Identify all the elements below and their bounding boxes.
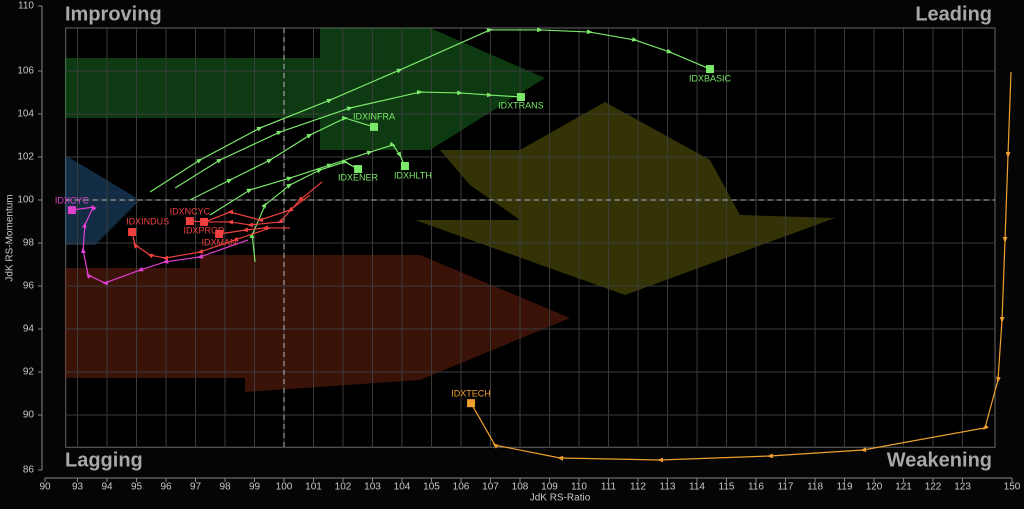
quadrant-label: Improving [65,3,162,25]
y-tick-label: 106 [17,66,34,77]
series-label: IDXBASIC [689,73,732,83]
series-label: IDXTECH [451,389,491,399]
x-tick-label: 118 [807,482,823,493]
x-tick-label: 115 [719,482,735,493]
series-label: IDXINDUS [126,216,169,226]
x-tick-label: 106 [453,482,470,493]
head-marker [128,228,137,237]
x-tick-label: 98 [219,482,231,493]
trail [470,72,1012,463]
x-tick-label: 121 [895,482,912,493]
y-tick-label: 92 [23,367,35,378]
x-tick-label: 116 [748,482,764,493]
x-tick-label: 93 [72,482,84,493]
y-tick-label: 102 [17,152,34,163]
x-tick-label: 104 [394,482,411,493]
x-tick-label: 117 [778,482,794,493]
weakening-arrow [65,255,570,392]
x-tick-label: 97 [190,482,202,493]
trail [131,227,271,261]
series-label: IDXCYC [55,195,90,205]
x-tick-label: 101 [305,482,322,493]
y-tick-label: 104 [17,109,34,120]
series-label: IDXMAN [202,237,237,247]
x-tick-label: 105 [423,482,440,493]
x-tick-label: 99 [249,482,261,493]
trail [204,181,323,228]
x-tick-label: 112 [630,482,646,493]
head-marker [516,93,525,102]
head-marker [215,229,224,238]
y-tick-label: 98 [23,238,35,249]
y-tick-label: 86 [23,465,35,476]
x-tick-label: 123 [954,482,971,493]
series-label: IDXTRANS [498,100,544,110]
trail [219,225,290,235]
series-label: IDXINFRA [353,111,395,121]
y-axis-title: JdK RS-Momentum [5,194,16,281]
head-marker [706,65,715,74]
y-tick-label: 96 [23,281,35,292]
y-tick-label: 100 [17,195,34,206]
x-tick-label: 109 [541,482,558,493]
x-tick-label: 119 [837,482,853,493]
series-label: IDXHLTH [394,170,432,180]
y-tick-label: 94 [23,324,35,335]
x-tick-label: 120 [866,482,883,493]
quadrant-label: Lagging [65,449,143,471]
x-tick-label: 114 [689,482,705,493]
series-label: IDXNCYC [170,206,211,216]
x-tick-label: 90 [39,482,51,493]
x-tick-label: 111 [601,482,617,493]
head-marker [400,162,409,171]
x-tick-label: 96 [160,482,172,493]
x-tick-label: 94 [101,482,113,493]
x-tick-label: 100 [276,482,293,493]
y-tick-label: 110 [18,1,34,12]
y-tick-label: 90 [23,410,35,421]
head-marker [467,399,476,408]
x-tick-label: 113 [660,482,676,493]
head-marker [354,165,363,174]
x-axis-title: JdK RS-Ratio [530,493,591,504]
x-tick-label: 95 [131,482,143,493]
x-tick-label: 110 [571,482,587,493]
head-marker [200,217,209,226]
head-marker [185,217,194,226]
head-marker [369,122,378,131]
head-marker [67,206,76,215]
x-tick-label: 102 [335,482,352,493]
x-tick-label: 150 [1004,482,1021,493]
x-tick-label: 107 [482,482,499,493]
x-tick-label: 122 [925,482,942,493]
quadrant-label: Weakening [887,449,992,471]
trail [249,159,359,262]
quadrant-label: Leading [915,3,992,25]
series-label: IDXPROD [184,225,226,235]
x-tick-label: 108 [512,482,529,493]
series-label: IDXENER [338,172,379,182]
x-tick-label: 103 [364,482,381,493]
